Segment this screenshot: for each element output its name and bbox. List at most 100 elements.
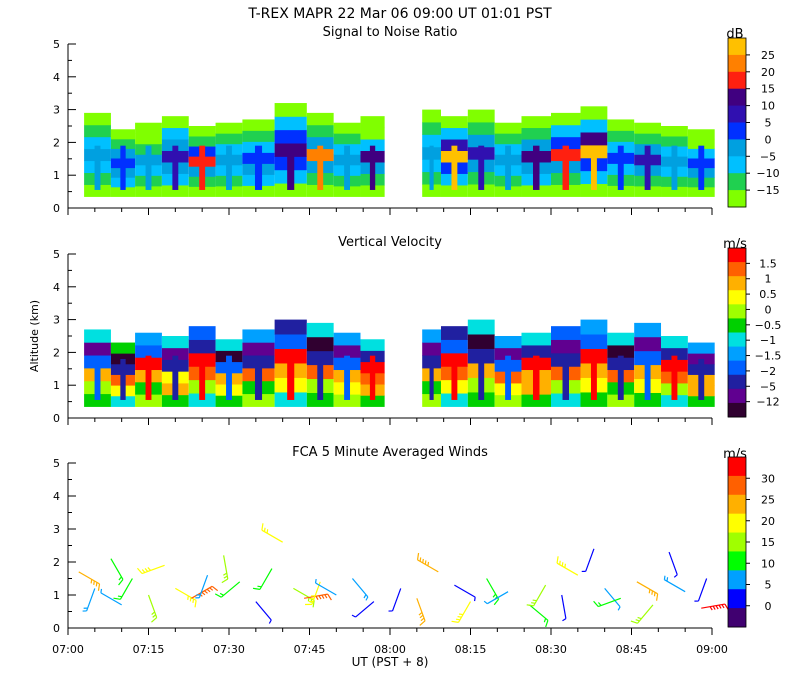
wind-barb-flag	[593, 600, 599, 607]
winds-colorbar-label: 15	[761, 536, 775, 549]
winds-colorbar-label: 30	[761, 472, 775, 485]
velocity-colorbar-swatch	[728, 290, 746, 305]
snr-colorbar-swatch	[728, 54, 746, 73]
wind-barb-flag	[151, 617, 158, 623]
x-tick-label: 09:00	[696, 643, 728, 656]
wind-barb-flag	[113, 597, 121, 600]
wind-barb-flag	[419, 620, 426, 626]
winds-colorbar-swatch	[728, 532, 746, 552]
snr-colorbar-swatch	[728, 156, 746, 174]
wind-barb-staff	[454, 584, 476, 598]
wind-barb-flag	[543, 618, 547, 623]
snr-core	[532, 145, 540, 190]
snr-cell	[274, 129, 307, 144]
velocity-core	[532, 355, 540, 400]
snr-cell	[242, 119, 275, 131]
snr-cell	[135, 185, 162, 197]
velocity-y-tick-label: 0	[53, 412, 60, 425]
wind-barb-flag	[458, 613, 464, 616]
wind-barb-flag	[97, 583, 101, 591]
velocity-colorbar-swatch	[728, 346, 746, 362]
wind-barb-staff	[110, 558, 124, 580]
velocity-cell	[333, 345, 361, 358]
snr-cell	[333, 133, 361, 145]
snr-cell	[333, 122, 361, 134]
velocity-colorbar-label: −5	[760, 380, 776, 393]
velocity-core	[120, 358, 126, 400]
winds-y-tick-label: 2	[53, 556, 60, 569]
winds-colorbar-swatch	[728, 494, 746, 515]
wind-barb-flag	[252, 587, 261, 590]
velocity-plot-area	[84, 319, 715, 407]
snr-y-axis: 0 1 2 3 4 5	[53, 38, 713, 215]
snr-core	[172, 145, 179, 190]
wind-barb-flag	[117, 595, 122, 598]
wind-barb-flag	[648, 589, 651, 594]
snr-core	[145, 145, 152, 190]
snr-colorbar-label: 5	[765, 117, 772, 130]
wind-barb-flag	[100, 588, 103, 593]
wind-barb-flag	[93, 580, 95, 585]
wind-barb-flag	[721, 604, 725, 609]
x-tick-label: 08:30	[535, 643, 567, 656]
velocity-colorbar-swatch	[728, 276, 746, 291]
wind-barb-flag	[416, 552, 420, 560]
snr-colorbar-label: 10	[761, 100, 775, 113]
x-tick-label: 07:15	[133, 643, 165, 656]
wind-barb-flag	[718, 604, 722, 609]
snr-cell	[110, 129, 136, 140]
velocity-core	[644, 355, 651, 400]
velocity-core	[617, 355, 624, 400]
velocity-y-tick-label: 2	[53, 346, 60, 359]
snr-cell	[687, 129, 715, 140]
velocity-cell	[242, 329, 275, 343]
snr-cell	[440, 116, 468, 129]
snr-core	[317, 145, 324, 190]
velocity-colorbar-label: 0.5	[759, 288, 777, 301]
velocity-core	[505, 355, 512, 400]
velocity-core	[317, 355, 324, 400]
snr-panel-title: Signal to Noise Ratio	[323, 25, 458, 40]
velocity-cell	[440, 393, 468, 407]
velocity-cell	[661, 347, 688, 360]
snr-core	[429, 145, 434, 190]
winds-colorbar-swatch	[728, 513, 746, 534]
velocity-cell	[188, 339, 216, 354]
wind-barb-flag	[201, 591, 206, 596]
wind-barb-flag	[532, 599, 537, 602]
velocity-core	[94, 355, 101, 400]
velocity-cell	[84, 393, 111, 407]
snr-cell	[360, 116, 385, 129]
wind-barb-staff	[78, 571, 100, 585]
wind-barb-flag	[118, 579, 124, 586]
snr-cell	[422, 109, 441, 123]
velocity-cell	[440, 326, 468, 340]
snr-cell	[242, 185, 275, 197]
wind-barb-flag	[204, 590, 208, 594]
velocity-cell	[242, 393, 275, 407]
velocity-colorbar-label: −0.5	[755, 319, 782, 332]
snr-cell	[274, 103, 307, 117]
velocity-cell	[188, 326, 216, 340]
wind-barb-flag	[715, 605, 719, 610]
velocity-cell	[84, 329, 111, 343]
wind-barb-flag	[427, 561, 430, 566]
velocity-colorbar-swatch	[728, 388, 746, 404]
velocity-colorbar-swatch	[728, 374, 746, 390]
x-tick-label: 08:45	[616, 643, 648, 656]
wind-barb-flag	[223, 572, 228, 576]
wind-barb-flag	[556, 556, 559, 564]
wind-barb-flag	[457, 615, 462, 618]
wind-barb-flag	[655, 593, 659, 601]
snr-cell	[110, 138, 136, 149]
wind-barb-flag	[562, 618, 567, 622]
wind-barb-staff	[486, 591, 509, 605]
x-tick-label: 08:00	[374, 643, 406, 656]
wind-barb-flag	[712, 605, 716, 610]
snr-cell	[521, 185, 551, 197]
velocity-cell	[634, 336, 662, 352]
winds-plot-area	[78, 523, 730, 628]
wind-barb-staff	[351, 578, 369, 598]
velocity-colorbar-swatch	[728, 262, 746, 277]
